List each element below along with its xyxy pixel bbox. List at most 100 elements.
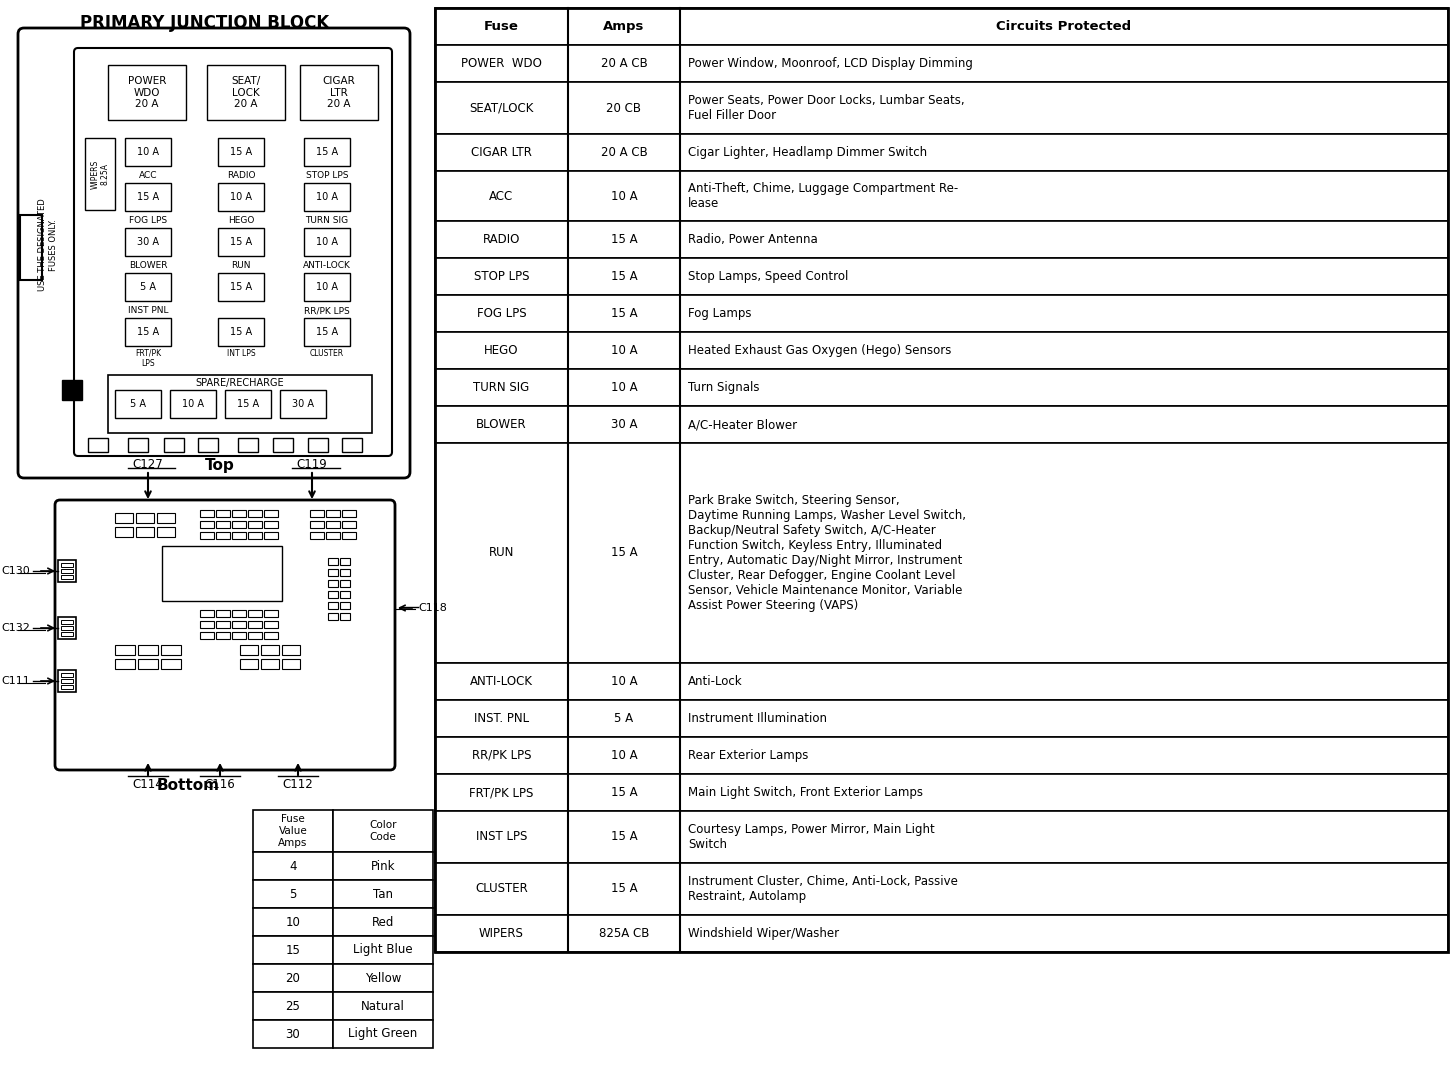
Text: Tan: Tan (373, 888, 393, 901)
Bar (304, 228, 349, 256)
Bar (435, 171, 568, 221)
Bar (568, 774, 680, 811)
Text: C114: C114 (132, 778, 163, 791)
Text: Windshield Wiper/Washer: Windshield Wiper/Washer (689, 927, 839, 940)
Bar (280, 390, 326, 418)
Bar (87, 438, 108, 452)
Bar (218, 228, 264, 256)
Bar (207, 65, 285, 120)
Bar (125, 273, 170, 301)
Bar (218, 183, 264, 211)
Bar (680, 737, 1449, 774)
Text: 825A CB: 825A CB (598, 927, 649, 940)
Text: 30 A: 30 A (293, 399, 314, 409)
Bar (162, 659, 181, 669)
Text: ACC: ACC (489, 189, 514, 202)
Bar (240, 645, 258, 655)
Bar (125, 183, 170, 211)
Text: Fuse
Value
Amps: Fuse Value Amps (278, 815, 307, 848)
Text: Courtesy Lamps, Power Mirror, Main Light
Switch: Courtesy Lamps, Power Mirror, Main Light… (689, 823, 935, 851)
Text: 10 A: 10 A (137, 147, 159, 157)
Text: RADIO: RADIO (227, 171, 255, 180)
Text: C119: C119 (297, 458, 328, 471)
Bar (199, 521, 214, 528)
Bar (435, 811, 568, 863)
Text: 30 A: 30 A (137, 237, 159, 247)
Text: Amps: Amps (603, 20, 645, 33)
Text: FOG LPS: FOG LPS (476, 307, 526, 320)
Bar (61, 569, 73, 573)
Bar (115, 645, 135, 655)
Text: Red: Red (371, 915, 395, 928)
Text: 30: 30 (285, 1027, 300, 1040)
Text: Rear Exterior Lamps: Rear Exterior Lamps (689, 749, 808, 762)
Bar (328, 613, 338, 620)
Bar (264, 521, 278, 528)
Bar (232, 621, 246, 628)
Text: BLOWER: BLOWER (128, 261, 167, 270)
Bar (162, 546, 282, 601)
Bar (680, 700, 1449, 737)
Text: 15 A: 15 A (316, 147, 338, 157)
Bar (215, 632, 230, 639)
Text: 20 CB: 20 CB (607, 101, 642, 114)
Text: 20 A CB: 20 A CB (601, 146, 648, 159)
Bar (199, 532, 214, 539)
Text: FRT/PK
LPS: FRT/PK LPS (135, 349, 162, 369)
Bar (333, 908, 432, 936)
Text: CIGAR
LTR
20 A: CIGAR LTR 20 A (323, 76, 355, 109)
Bar (115, 514, 132, 523)
Bar (435, 8, 1449, 952)
Bar (248, 632, 262, 639)
Bar (232, 521, 246, 528)
Text: INST PNL: INST PNL (128, 306, 169, 316)
Text: Instrument Illumination: Instrument Illumination (689, 712, 827, 725)
Text: 10 A: 10 A (182, 399, 204, 409)
Text: Anti-Theft, Chime, Luggage Compartment Re-
lease: Anti-Theft, Chime, Luggage Compartment R… (689, 182, 958, 210)
Text: INST LPS: INST LPS (476, 830, 527, 843)
Text: WIPERS
8.25A: WIPERS 8.25A (90, 159, 109, 188)
Bar (232, 510, 246, 517)
Bar (165, 438, 183, 452)
Bar (58, 670, 76, 692)
Bar (326, 532, 341, 539)
Bar (435, 774, 568, 811)
Text: 30 A: 30 A (610, 418, 638, 431)
Text: TURN SIG: TURN SIG (473, 381, 530, 394)
Text: 5: 5 (290, 888, 297, 901)
FancyBboxPatch shape (55, 500, 395, 770)
Text: RADIO: RADIO (483, 233, 520, 246)
Text: 15 A: 15 A (610, 307, 638, 320)
Bar (435, 663, 568, 700)
Bar (248, 532, 262, 539)
Text: Top: Top (205, 458, 234, 473)
Text: Light Green: Light Green (348, 1027, 418, 1040)
Bar (341, 602, 349, 609)
Text: C111: C111 (1, 676, 31, 687)
Bar (435, 295, 568, 332)
Bar (138, 645, 159, 655)
Bar (274, 438, 293, 452)
Bar (58, 560, 76, 582)
Bar (135, 527, 154, 537)
Bar (333, 1021, 432, 1048)
Text: 20: 20 (285, 972, 300, 985)
Text: INST. PNL: INST. PNL (475, 712, 529, 725)
Bar (328, 558, 338, 565)
Bar (680, 82, 1449, 134)
Bar (170, 390, 215, 418)
Bar (568, 258, 680, 295)
Bar (253, 852, 333, 880)
Text: 20 A CB: 20 A CB (601, 57, 648, 70)
Bar (253, 809, 333, 852)
FancyBboxPatch shape (74, 48, 392, 456)
Bar (342, 532, 357, 539)
Bar (568, 45, 680, 82)
Bar (84, 138, 115, 210)
Bar (218, 273, 264, 301)
Bar (342, 438, 363, 452)
Bar (568, 82, 680, 134)
Bar (232, 632, 246, 639)
Text: Turn Signals: Turn Signals (689, 381, 760, 394)
Bar (568, 737, 680, 774)
